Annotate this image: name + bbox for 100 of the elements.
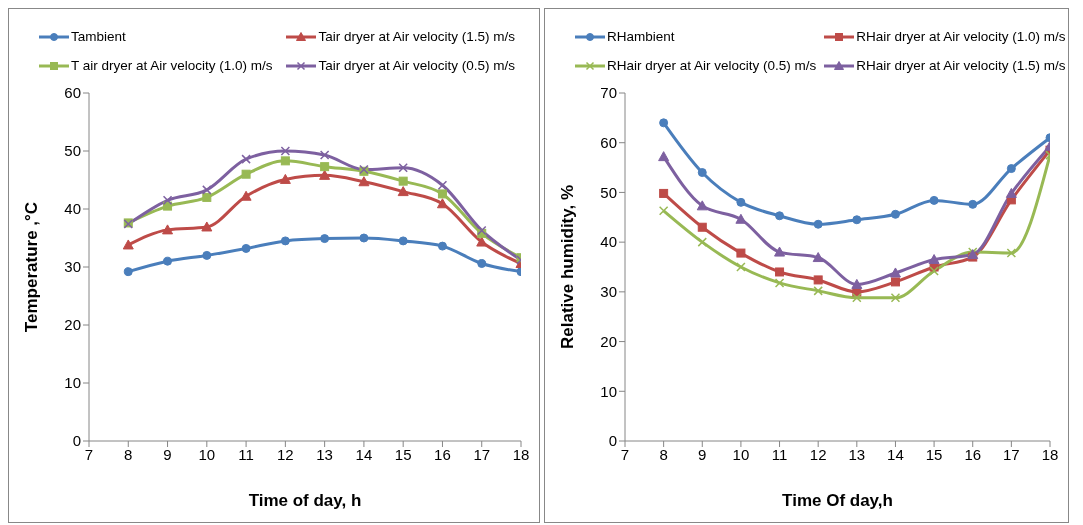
x-tick-label: 7	[84, 445, 94, 463]
y-tick-label: 60	[64, 84, 81, 102]
point	[812, 252, 824, 263]
point	[123, 267, 133, 277]
point	[477, 259, 487, 269]
legend-label: RHambient	[607, 29, 675, 44]
point	[851, 278, 863, 289]
point	[774, 246, 786, 257]
point	[241, 243, 251, 253]
x-tick-label: 14	[887, 445, 904, 463]
x-tick-label: 16	[964, 445, 982, 463]
point	[319, 150, 330, 160]
x-tick-label: 9	[163, 445, 172, 463]
point	[659, 188, 669, 198]
legend-label: RHair dryer at Air velocity (0.5) m/s	[607, 58, 817, 73]
point	[813, 286, 823, 296]
point	[697, 168, 707, 178]
x-tick-label: 15	[394, 445, 412, 463]
y-tick-label: 40	[64, 200, 81, 218]
point	[929, 195, 939, 205]
point	[202, 185, 212, 195]
x-tick-label: 10	[198, 445, 216, 463]
point	[358, 176, 370, 187]
point	[1006, 164, 1016, 174]
point	[775, 211, 785, 221]
point	[736, 197, 746, 207]
x-tick-label: 9	[698, 445, 707, 463]
x-tick-label: 8	[659, 445, 668, 463]
x-tick-label: 16	[434, 445, 451, 463]
point	[890, 277, 900, 287]
y-tick-label: 10	[600, 382, 617, 400]
point	[696, 200, 708, 211]
point	[202, 250, 212, 260]
y-tick-label: 40	[600, 233, 617, 251]
point	[658, 151, 670, 162]
point	[279, 173, 291, 184]
point	[736, 262, 746, 272]
legend-label: RHair dryer at Air velocity (1.5) m/s	[856, 58, 1066, 73]
point	[1005, 187, 1017, 198]
legend-label: RHair dryer at Air velocity (1.0) m/s	[856, 29, 1066, 44]
x-tick-label: 12	[809, 445, 827, 463]
legend-label: T air dryer at Air velocity (1.0) m/s	[71, 58, 273, 73]
y-tick-label: 0	[72, 432, 81, 450]
point	[320, 234, 330, 244]
y-tick-label: 30	[64, 258, 81, 276]
point	[775, 267, 785, 277]
x-axis-title: Time of day, h	[248, 491, 362, 510]
y-tick-label: 60	[600, 134, 617, 152]
y-axis-title: Relative humidity, %	[558, 184, 578, 350]
point	[241, 169, 251, 179]
point	[280, 236, 290, 246]
point	[398, 163, 408, 173]
y-tick-label: 0	[608, 432, 617, 450]
point	[319, 169, 331, 180]
point	[658, 206, 669, 216]
point	[1006, 248, 1017, 258]
x-tick-label: 10	[732, 445, 750, 463]
y-axis-title: Temperature ,°C	[22, 201, 42, 333]
y-tick-label: 70	[600, 84, 617, 102]
y-tick-label: 50	[64, 142, 81, 160]
point	[359, 233, 369, 243]
x-tick-label: 12	[277, 445, 294, 463]
point	[280, 156, 290, 166]
point	[889, 267, 901, 278]
x-tick-label: 7	[620, 445, 630, 463]
y-tick-label: 20	[600, 332, 617, 350]
legend-label: Tair dryer at Air velocity (0.5) m/s	[318, 58, 515, 73]
point	[928, 254, 940, 265]
point	[398, 236, 408, 246]
x-tick-label: 11	[771, 445, 788, 463]
x-tick-label: 14	[355, 445, 373, 463]
point	[162, 195, 173, 206]
y-tick-label: 50	[600, 183, 617, 201]
point	[162, 224, 174, 235]
point	[736, 248, 746, 258]
x-axis-title: Time Of day,h	[782, 491, 893, 510]
point	[201, 221, 213, 232]
x-tick-label: 15	[925, 445, 943, 463]
point	[280, 146, 291, 156]
x-tick-label: 13	[848, 445, 866, 463]
point	[398, 176, 408, 186]
point	[397, 186, 409, 197]
point	[852, 293, 862, 303]
point	[852, 215, 862, 225]
y-tick-label: 10	[64, 374, 81, 392]
point	[813, 275, 823, 285]
point	[813, 219, 823, 229]
point	[697, 222, 707, 232]
x-tick-label: 8	[124, 445, 133, 463]
x-tick-label: 11	[238, 445, 254, 463]
point	[929, 266, 939, 276]
point	[241, 154, 251, 164]
x-tick-label: 17	[1003, 445, 1020, 463]
y-tick-label: 20	[64, 316, 81, 334]
x-tick-label: 18	[512, 445, 530, 463]
point	[320, 162, 330, 172]
x-tick-label: 18	[1041, 445, 1059, 463]
point	[163, 256, 173, 266]
point	[437, 189, 447, 199]
point	[122, 239, 134, 250]
